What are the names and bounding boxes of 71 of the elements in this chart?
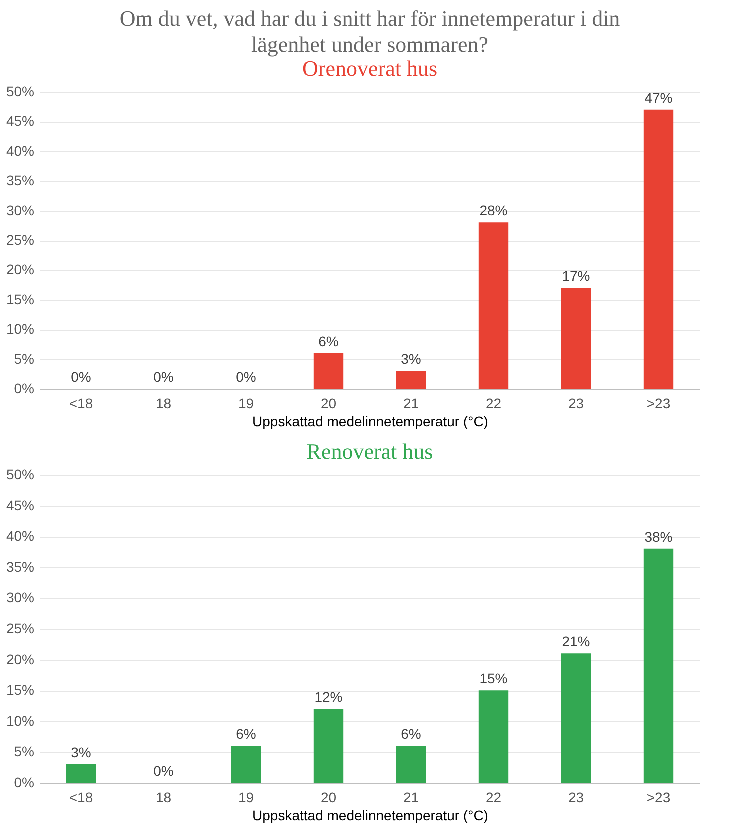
bar [478, 690, 509, 783]
x-tick-label: >23 [646, 790, 671, 806]
y-tick-label: 40% [6, 528, 34, 544]
x-tick-label: <18 [69, 396, 94, 412]
bar [561, 288, 592, 389]
data-label: 0% [71, 369, 92, 385]
data-label: 15% [480, 670, 508, 687]
data-label: 6% [318, 333, 339, 350]
data-label: 17% [562, 268, 590, 284]
y-tick-label: 0% [14, 774, 34, 790]
data-label: 0% [154, 369, 174, 385]
bar [314, 709, 344, 783]
x-axis-title: Uppskattad medelinnetemperatur (°C) [252, 808, 488, 824]
data-label: 6% [401, 726, 422, 742]
chart-title: Om du vet, vad har du i snitt har för innetemperatur i din lägenhet under sommaren? [120, 6, 620, 57]
data-label: 47% [644, 90, 673, 106]
x-axis-title: Uppskattad medelinnetemperatur (°C) [252, 414, 488, 430]
x-tick-label: 18 [156, 396, 172, 412]
y-tick-label: 30% [6, 202, 34, 218]
x-tick-label: 20 [320, 790, 337, 806]
bar [231, 746, 262, 783]
data-label: 38% [644, 528, 673, 545]
bar [644, 548, 674, 783]
bar [478, 222, 509, 389]
data-label: 0% [236, 369, 256, 385]
y-tick-label: 5% [14, 744, 34, 760]
bar [561, 654, 592, 783]
bar [396, 746, 426, 783]
data-label: 21% [562, 634, 590, 650]
bar [644, 110, 674, 389]
y-tick-label: 10% [6, 321, 34, 338]
x-tick-label: 23 [568, 790, 584, 806]
chart-title: Renoverat hus [306, 439, 434, 464]
x-tick-label: 18 [156, 790, 172, 806]
y-tick-label: 25% [6, 620, 34, 636]
chart-subtitle: Orenoverat hus [302, 56, 438, 81]
y-tick-label: 0% [14, 380, 34, 396]
x-tick-label: >23 [646, 396, 671, 412]
bar [396, 371, 426, 389]
y-tick-label: 10% [6, 712, 34, 729]
x-tick-label: <18 [69, 790, 94, 806]
y-tick-label: 15% [6, 682, 34, 698]
x-tick-label: 22 [486, 396, 502, 412]
y-tick-label: 45% [6, 497, 34, 514]
x-tick-label: 19 [238, 790, 254, 806]
y-tick-label: 25% [6, 232, 34, 248]
x-tick-label: 20 [320, 396, 337, 412]
y-tick-label: 40% [6, 142, 34, 159]
y-tick-label: 15% [6, 291, 34, 308]
y-tick-label: 20% [6, 262, 34, 278]
x-tick-label: 19 [238, 396, 254, 412]
y-tick-label: 5% [14, 350, 34, 367]
data-label: 6% [236, 726, 256, 742]
data-label: 0% [154, 763, 174, 779]
x-tick-label: 21 [403, 396, 420, 412]
bar [66, 764, 96, 783]
data-label: 12% [314, 689, 343, 706]
data-label: 3% [71, 744, 92, 761]
y-tick-label: 35% [6, 172, 34, 189]
bar [314, 353, 344, 389]
data-label: 3% [401, 351, 422, 368]
data-label: 28% [480, 202, 508, 219]
y-tick-label: 35% [6, 558, 34, 575]
y-tick-label: 20% [6, 651, 34, 668]
y-tick-label: 50% [6, 466, 34, 482]
y-tick-label: 30% [6, 590, 34, 606]
y-tick-label: 50% [6, 84, 34, 100]
y-tick-label: 45% [6, 113, 34, 130]
x-tick-label: 22 [486, 790, 502, 806]
x-tick-label: 21 [403, 790, 420, 806]
x-tick-label: 23 [568, 396, 584, 412]
